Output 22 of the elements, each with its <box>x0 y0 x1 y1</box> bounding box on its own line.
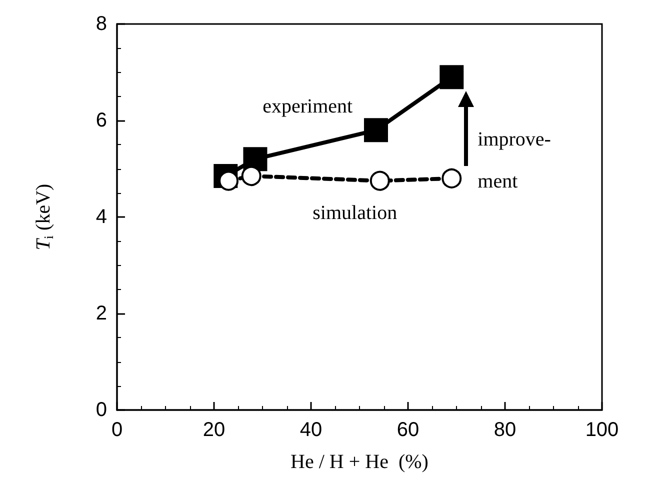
annotation: improve- ment <box>478 128 551 192</box>
point <box>364 118 388 142</box>
x-tick-label: 0 <box>111 419 123 441</box>
y-tick-label: 8 <box>96 13 107 35</box>
x-axis-title: He / H + He (%) <box>290 451 428 473</box>
x-tick-label: 60 <box>396 419 420 441</box>
y-tick-label: 0 <box>96 399 107 421</box>
y-tick-label: 4 <box>96 206 107 228</box>
y-tick-label: 6 <box>96 110 107 132</box>
y-axis-title: Ti (keV) <box>32 184 56 250</box>
point <box>370 170 390 191</box>
point <box>243 147 268 172</box>
x-tick-label: 40 <box>300 419 322 441</box>
series-label: simulation <box>312 202 398 224</box>
point <box>442 168 462 188</box>
x-tick-label: 80 <box>494 419 516 441</box>
point <box>241 166 262 186</box>
x-tick-label: 20 <box>202 419 226 441</box>
point <box>440 65 464 90</box>
x-tick-label: 100 <box>585 419 619 441</box>
y-tick-label: 2 <box>96 302 107 324</box>
series-label: experiment <box>262 96 354 118</box>
